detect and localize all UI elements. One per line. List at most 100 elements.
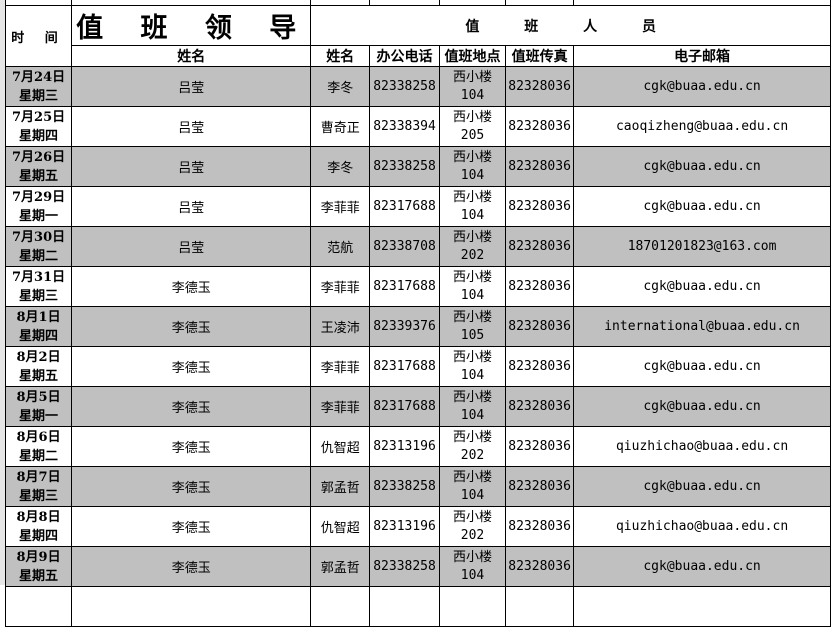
fax-cell[interactable]: 82328036: [505, 426, 575, 467]
fax-cell[interactable]: 82328036: [505, 146, 575, 187]
location-cell[interactable]: 西小楼 104: [438, 186, 507, 227]
email-cell[interactable]: cgk@buaa.edu.cn: [573, 66, 831, 107]
fax-cell[interactable]: 82328036: [505, 386, 575, 427]
phone-cell[interactable]: 82317688: [369, 386, 440, 427]
phone-cell[interactable]: 82338258: [369, 546, 440, 587]
date-cell[interactable]: 7月25日 星期四: [4, 106, 73, 147]
name-cell[interactable]: 李菲菲: [310, 386, 371, 427]
location-cell[interactable]: 西小楼 104: [438, 546, 507, 587]
email-cell[interactable]: international@buaa.edu.cn: [573, 306, 831, 347]
name-cell[interactable]: 李菲菲: [310, 186, 371, 227]
name-cell[interactable]: 仇智超: [310, 426, 371, 467]
leader-cell[interactable]: 李德玉: [71, 466, 312, 507]
phone-cell[interactable]: 82338258: [369, 146, 440, 187]
table-row: 8月7日 星期三 李德玉 郭孟哲 82338258 西小楼 104 82328036…: [4, 466, 831, 507]
email-cell[interactable]: cgk@buaa.edu.cn: [573, 266, 831, 307]
weekday: 星期一: [19, 408, 59, 424]
phone-cell[interactable]: 82317688: [369, 346, 440, 387]
phone-cell[interactable]: 82338394: [369, 106, 440, 147]
table-row: 8月5日 星期一 李德玉 李菲菲 82317688 西小楼 104 82328036…: [4, 386, 831, 427]
date-cell[interactable]: 8月9日 星期五: [4, 546, 73, 587]
fax-cell[interactable]: 82328036: [505, 466, 575, 507]
leader-cell[interactable]: 李德玉: [71, 306, 312, 347]
email-cell[interactable]: cgk@buaa.edu.cn: [573, 146, 831, 187]
name-cell[interactable]: 李菲菲: [310, 346, 371, 387]
name-cell[interactable]: 李菲菲: [310, 266, 371, 307]
email-cell[interactable]: 18701201823@163.com: [573, 226, 831, 267]
date-cell[interactable]: 8月1日 星期四: [4, 306, 73, 347]
date-cell[interactable]: 8月7日 星期三: [4, 466, 73, 507]
fax-cell[interactable]: 82328036: [505, 106, 575, 147]
fax-cell[interactable]: 82328036: [505, 266, 575, 307]
location-cell[interactable]: 西小楼 202: [438, 426, 507, 467]
date-cell[interactable]: 8月2日 星期五: [4, 346, 73, 387]
phone-cell[interactable]: 82338708: [369, 226, 440, 267]
date-cell[interactable]: 7月26日 星期五: [4, 146, 73, 187]
location-cell[interactable]: 西小楼 104: [438, 266, 507, 307]
leader-cell[interactable]: 李德玉: [71, 426, 312, 467]
fax-cell[interactable]: 82328036: [505, 306, 575, 347]
location-room: 202: [460, 527, 485, 543]
date-cell[interactable]: 7月31日 星期三: [4, 266, 73, 307]
email-cell[interactable]: caoqizheng@buaa.edu.cn: [573, 106, 831, 147]
name-cell[interactable]: 仇智超: [310, 506, 371, 547]
email-cell[interactable]: qiuzhichao@buaa.edu.cn: [573, 426, 831, 467]
location-cell[interactable]: 西小楼 202: [438, 226, 507, 267]
name-cell[interactable]: 范航: [310, 226, 371, 267]
phone-cell[interactable]: 82317688: [369, 266, 440, 307]
location-building: 西小楼: [453, 69, 493, 85]
phone-cell[interactable]: 82313196: [369, 506, 440, 547]
leader-cell[interactable]: 李德玉: [71, 386, 312, 427]
phone-cell[interactable]: 82338258: [369, 66, 440, 107]
email-cell[interactable]: cgk@buaa.edu.cn: [573, 186, 831, 227]
phone-cell[interactable]: 82338258: [369, 466, 440, 507]
leader-cell[interactable]: 吕莹: [71, 186, 312, 227]
phone-cell[interactable]: 82317688: [369, 186, 440, 227]
fax-cell[interactable]: 82328036: [505, 186, 575, 227]
location-room: 104: [460, 567, 485, 583]
leader-cell[interactable]: 吕莹: [71, 146, 312, 187]
email-cell[interactable]: cgk@buaa.edu.cn: [573, 386, 831, 427]
name-cell[interactable]: 李冬: [310, 66, 371, 107]
table-row: 8月9日 星期五 李德玉 郭孟哲 82338258 西小楼 104 82328036…: [4, 546, 831, 587]
leader-cell[interactable]: 李德玉: [71, 266, 312, 307]
location-cell[interactable]: 西小楼 104: [438, 146, 507, 187]
table-row: 8月8日 星期四 李德玉 仇智超 82313196 西小楼 202 82328036…: [4, 506, 831, 547]
name-cell[interactable]: 李冬: [310, 146, 371, 187]
name-cell[interactable]: 王凌沛: [310, 306, 371, 347]
location-cell[interactable]: 西小楼 105: [438, 306, 507, 347]
date-cell[interactable]: 8月6日 星期二: [4, 426, 73, 467]
location-cell[interactable]: 西小楼 104: [438, 466, 507, 507]
location-cell[interactable]: 西小楼 104: [438, 66, 507, 107]
fax-cell[interactable]: 82328036: [505, 346, 575, 387]
date-cell[interactable]: 8月8日 星期四: [4, 506, 73, 547]
email-cell[interactable]: cgk@buaa.edu.cn: [573, 466, 831, 507]
name-cell[interactable]: 郭孟哲: [310, 466, 371, 507]
fax-cell[interactable]: 82328036: [505, 226, 575, 267]
date-cell[interactable]: 8月5日 星期一: [4, 386, 73, 427]
leader-cell[interactable]: 李德玉: [71, 346, 312, 387]
fax-cell[interactable]: 82328036: [505, 546, 575, 587]
location-room: 104: [460, 207, 485, 223]
leader-cell[interactable]: 李德玉: [71, 506, 312, 547]
location-cell[interactable]: 西小楼 205: [438, 106, 507, 147]
date-cell[interactable]: 7月30日 星期二: [4, 226, 73, 267]
leader-cell[interactable]: 吕莹: [71, 226, 312, 267]
leader-cell[interactable]: 吕莹: [71, 66, 312, 107]
phone-cell[interactable]: 82313196: [369, 426, 440, 467]
location-cell[interactable]: 西小楼 202: [438, 506, 507, 547]
phone-cell[interactable]: 82339376: [369, 306, 440, 347]
fax-cell[interactable]: 82328036: [505, 506, 575, 547]
leader-cell[interactable]: 吕莹: [71, 106, 312, 147]
email-cell[interactable]: qiuzhichao@buaa.edu.cn: [573, 506, 831, 547]
leader-cell[interactable]: 李德玉: [71, 546, 312, 587]
date-cell[interactable]: 7月29日 星期一: [4, 186, 73, 227]
fax-cell[interactable]: 82328036: [505, 66, 575, 107]
name-cell[interactable]: 曹奇正: [310, 106, 371, 147]
email-cell[interactable]: cgk@buaa.edu.cn: [573, 346, 831, 387]
email-cell[interactable]: cgk@buaa.edu.cn: [573, 546, 831, 587]
name-cell[interactable]: 郭孟哲: [310, 546, 371, 587]
location-cell[interactable]: 西小楼 104: [438, 346, 507, 387]
date-cell[interactable]: 7月24日 星期三: [4, 66, 73, 107]
location-cell[interactable]: 西小楼 104: [438, 386, 507, 427]
